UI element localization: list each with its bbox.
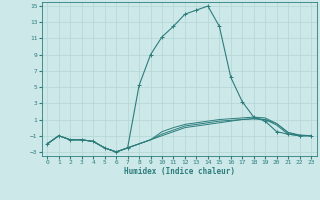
X-axis label: Humidex (Indice chaleur): Humidex (Indice chaleur) [124,167,235,176]
